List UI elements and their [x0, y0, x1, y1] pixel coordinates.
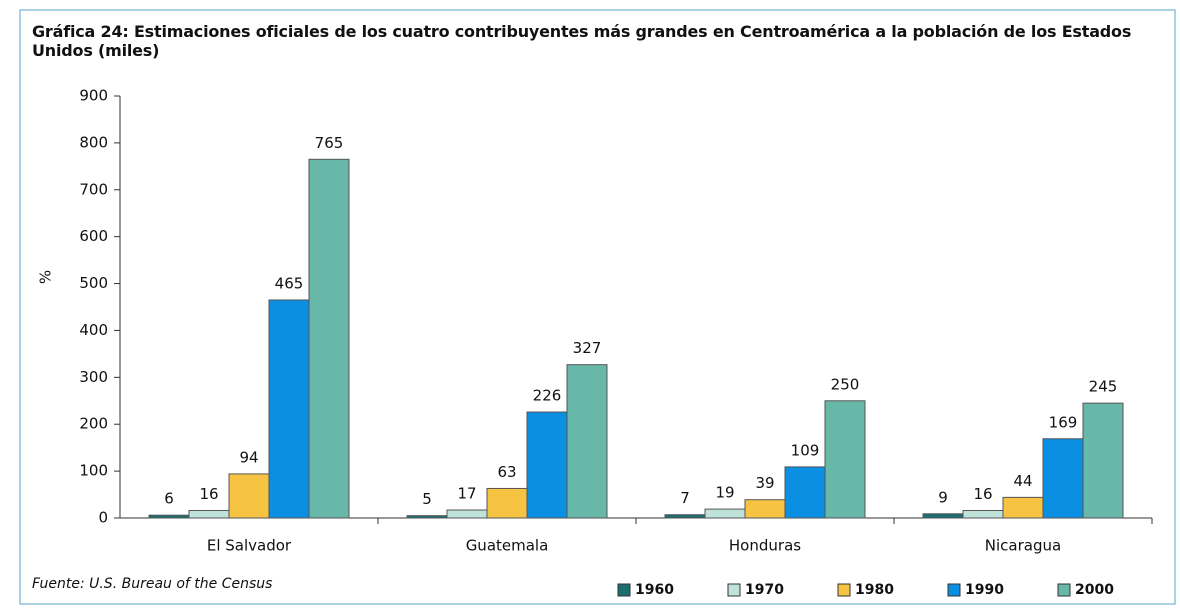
x-tick-label: El Salvador	[207, 537, 292, 555]
source: Fuente: U.S. Bureau of the Census	[32, 576, 272, 592]
data-label: 465	[275, 274, 304, 292]
data-label: 250	[831, 375, 860, 393]
legend-swatch	[727, 583, 741, 597]
bar	[744, 499, 786, 519]
x-tick-label: Guatemala	[466, 537, 549, 555]
data-label: 245	[1089, 378, 1118, 396]
legend-label: 2000	[1075, 582, 1114, 598]
y-tick-label: 900	[79, 87, 108, 105]
frame	[19, 9, 1176, 605]
data-label: 94	[239, 448, 258, 466]
legend-label: 1990	[965, 582, 1004, 598]
bar	[486, 487, 528, 519]
data-label: 19	[715, 484, 734, 502]
y-axis-label: %	[37, 270, 55, 284]
data-label: 63	[497, 463, 516, 481]
data-label: 44	[1013, 472, 1032, 490]
y-tick-label: 400	[79, 321, 108, 339]
data-label: 109	[791, 441, 820, 459]
legend-label: 1980	[855, 582, 894, 598]
bar	[1042, 438, 1084, 519]
data-label: 327	[573, 339, 602, 357]
y-tick-label: 500	[79, 274, 108, 292]
x-tick-label: Nicaragua	[985, 537, 1061, 555]
bar	[188, 509, 230, 519]
y-tick-label: 600	[79, 227, 108, 245]
data-label: 7	[680, 489, 690, 507]
y-tick-label: 800	[79, 133, 108, 151]
legend-label: 1970	[745, 582, 784, 598]
bar	[784, 466, 826, 519]
legend-swatch	[837, 583, 851, 597]
bar	[526, 411, 568, 519]
bar	[268, 299, 310, 519]
bar	[406, 515, 448, 519]
bar	[446, 509, 488, 519]
y-tick-label: 0	[98, 509, 108, 527]
bar	[962, 509, 1004, 519]
data-label: 9	[938, 488, 948, 506]
bar	[1002, 496, 1044, 519]
y-tick-label: 300	[79, 368, 108, 386]
legend-label: 1960	[635, 582, 674, 598]
bar	[566, 364, 608, 519]
data-label: 765	[315, 134, 344, 152]
bar	[308, 158, 350, 519]
data-label: 17	[457, 485, 476, 503]
x-tick-label: Honduras	[729, 537, 801, 555]
bar	[824, 400, 866, 519]
data-label: 16	[973, 485, 992, 503]
data-label: 226	[533, 387, 562, 405]
bar	[228, 473, 270, 519]
bar	[704, 508, 746, 519]
bar	[664, 514, 706, 519]
chart-title: Gráfica 24: Estimaciones oficiales de lo…	[32, 22, 1132, 60]
data-label: 6	[164, 490, 174, 508]
y-tick-label: 700	[79, 180, 108, 198]
y-tick-label: 100	[79, 462, 108, 480]
data-label: 16	[199, 485, 218, 503]
legend-swatch	[617, 583, 631, 597]
data-label: 5	[422, 490, 432, 508]
data-label: 39	[755, 474, 774, 492]
bar	[922, 513, 964, 519]
legend-swatch	[947, 583, 961, 597]
legend-swatch	[1057, 583, 1071, 597]
bar	[148, 514, 190, 519]
data-label: 169	[1049, 413, 1078, 431]
bar	[1082, 402, 1124, 519]
y-tick-label: 200	[79, 415, 108, 433]
